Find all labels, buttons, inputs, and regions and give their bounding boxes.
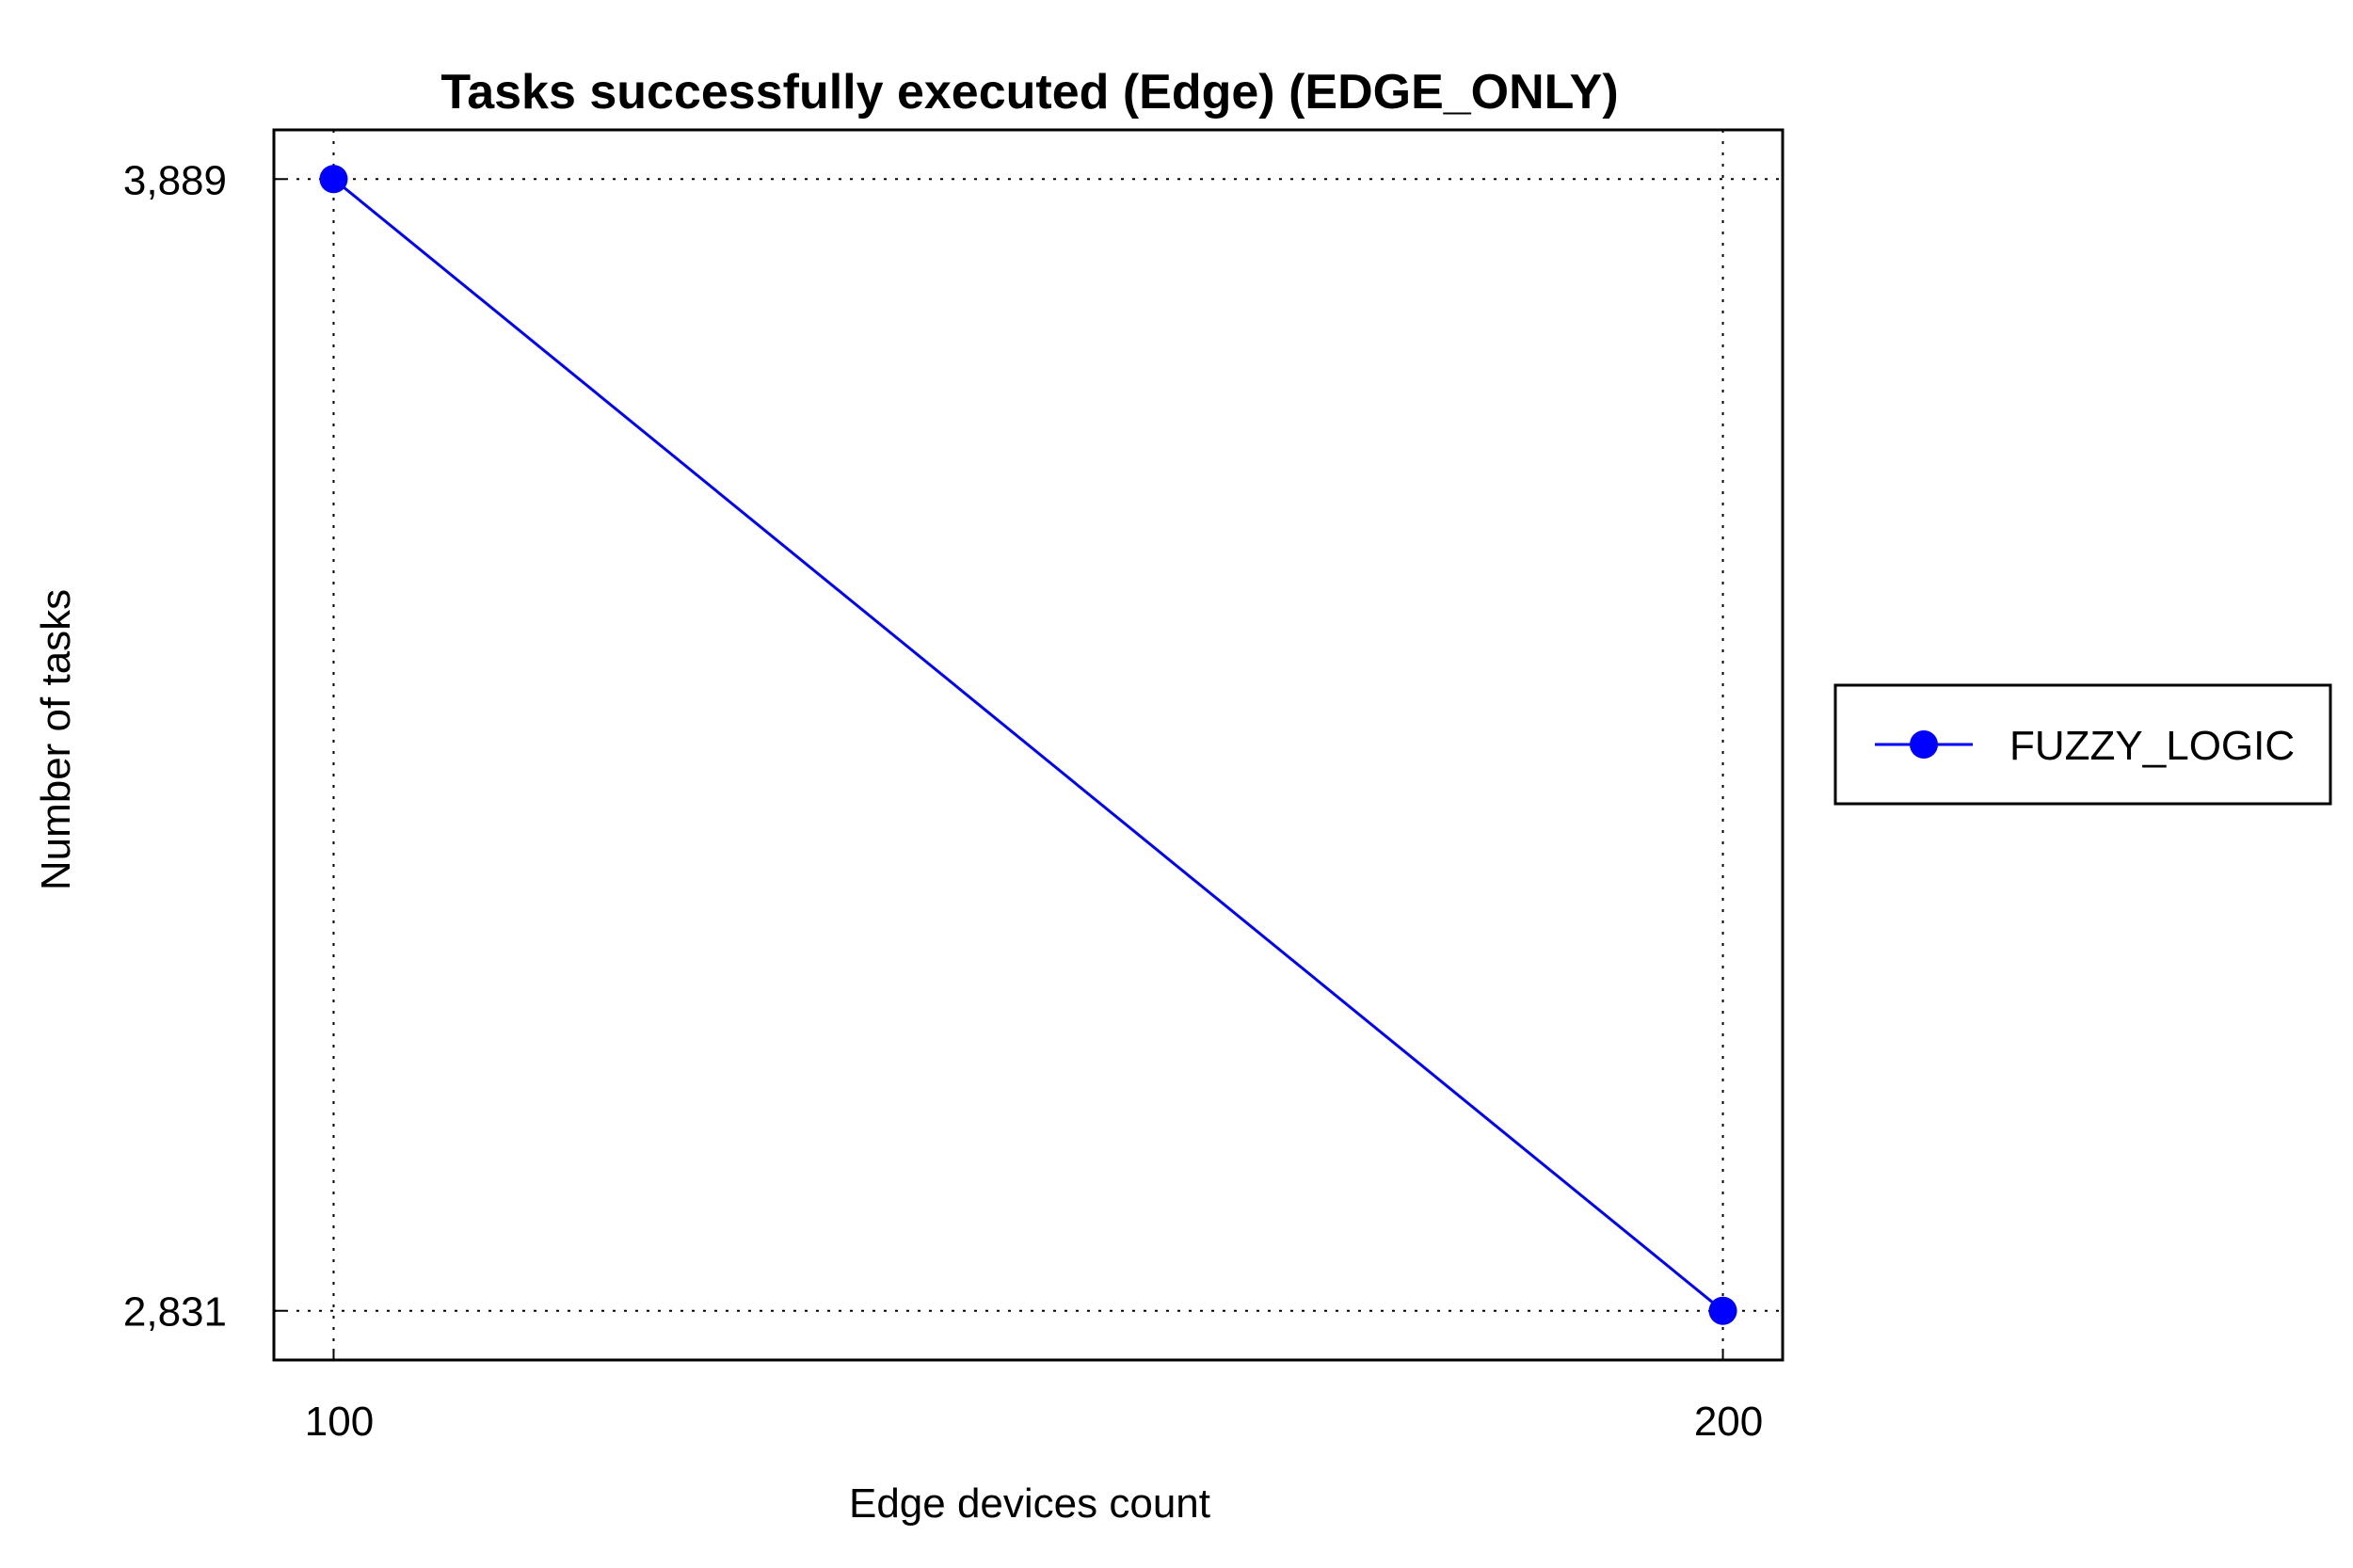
x-tick-label: 100 (305, 1399, 374, 1445)
legend-marker-icon (1910, 730, 1938, 759)
data-series (319, 165, 1737, 1325)
x-axis-label: Edge devices count (849, 1480, 1210, 1527)
axis-ticks: 100 200 3,889 2,831 (123, 157, 1763, 1445)
y-axis-label: Number of tasks (33, 589, 79, 890)
plot-frame (272, 128, 1785, 1362)
legend-box (1833, 683, 2332, 806)
y-tick-label: 2,831 (123, 1289, 227, 1336)
y-tick-label: 3,889 (123, 157, 227, 203)
grid-lines (274, 130, 1783, 1360)
data-point (319, 165, 348, 194)
series-line (332, 178, 1724, 1312)
data-point (1708, 1296, 1737, 1325)
x-tick-label: 200 (1694, 1399, 1763, 1445)
legend-label: FUZZY_LOGIC (2009, 723, 2295, 769)
legend: FUZZY_LOGIC (1833, 683, 2332, 806)
chart-title: Tasks successfully executed (Edge) (EDGE… (440, 65, 1618, 120)
